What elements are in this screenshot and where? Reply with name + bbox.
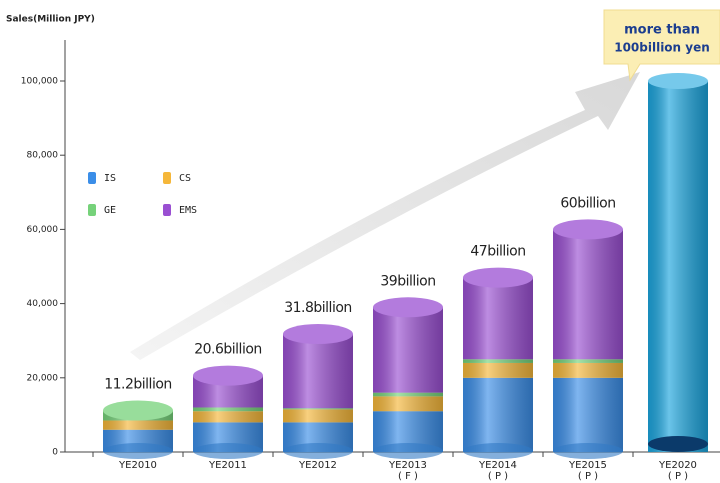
cylinder-bottom (103, 443, 173, 459)
bar-shade (463, 359, 533, 363)
x-tick-label: YE2010 (118, 460, 157, 471)
x-tick-label-line: ( P ) (488, 471, 508, 482)
callout-line: 100billion yen (614, 41, 710, 55)
bar-shade (283, 408, 353, 410)
cylinder-top (648, 73, 708, 89)
total-label: 11.2billion (104, 376, 172, 392)
total-label: 20.6billion (194, 342, 262, 358)
x-tick-label-line: YE2013 (388, 460, 427, 471)
cylinder-top (193, 365, 263, 386)
y-axis-label: Sales(Million JPY) (6, 15, 95, 25)
cylinder-bottom (648, 436, 708, 452)
cylinder-top (103, 400, 173, 421)
x-tick-label-line: ( P ) (668, 471, 688, 482)
x-tick-label-line: YE2015 (568, 460, 607, 471)
bar-shade (553, 229, 623, 360)
bar-shade (553, 377, 623, 452)
bar-shade (463, 377, 533, 452)
bar-shade (283, 334, 353, 409)
legend-label: IS (104, 173, 116, 184)
x-tick-label: YE2012 (298, 460, 337, 471)
growth-arrow (130, 72, 640, 360)
x-tick-label: YE2013( F ) (388, 460, 427, 482)
x-tick-label-line: YE2012 (298, 460, 337, 471)
x-tick-label: YE2014( P ) (478, 460, 517, 482)
total-label: 31.8billion (284, 300, 352, 316)
cylinder-top (283, 324, 353, 345)
x-tick-label: YE2011 (208, 460, 247, 471)
y-tick-label: 60,000 (27, 225, 59, 235)
total-label: 47billion (470, 244, 525, 260)
x-tick-label: YE2015( P ) (568, 460, 607, 482)
cylinder-bottom (193, 443, 263, 459)
cylinder-bottom (373, 443, 443, 459)
total-label: 60billion (560, 195, 615, 211)
y-tick-label: 0 (52, 448, 58, 458)
cylinder-top (463, 267, 533, 288)
cylinder-bottom (463, 443, 533, 459)
callout-box (603, 9, 720, 82)
total-label: 39billion (380, 273, 435, 289)
x-tick-label-line: YE2014 (478, 460, 517, 471)
legend-label: EMS (179, 205, 197, 216)
legend-label: CS (179, 173, 191, 184)
x-tick-label: YE2020( P ) (658, 460, 697, 482)
y-tick-label: 80,000 (27, 151, 59, 161)
bar-shade (648, 81, 708, 452)
legend-swatch (88, 204, 96, 216)
bar-shade (283, 409, 353, 423)
bar-shade (373, 396, 443, 412)
legend-swatch (163, 172, 171, 184)
callout-line: more than (624, 23, 700, 38)
bar-shade (103, 420, 173, 430)
callout: more than 100billion yen (603, 9, 720, 82)
x-tick-label-line: YE2011 (208, 460, 247, 471)
x-tick-label-line: YE2020 (658, 460, 697, 471)
bar-shade (373, 392, 443, 397)
cylinder-bottom (553, 443, 623, 459)
legend-swatch (88, 172, 96, 184)
legend-label: GE (104, 205, 116, 216)
bar-shade (373, 307, 443, 393)
bar-shade (553, 359, 623, 363)
y-tick-label: 40,000 (27, 299, 59, 309)
y-tick-label: 20,000 (27, 373, 59, 383)
bar-shade (463, 277, 533, 360)
y-tick-label: 100,000 (21, 77, 58, 87)
x-tick-label-line: ( P ) (578, 471, 598, 482)
cylinder-top (553, 219, 623, 240)
x-tick-label-line: ( F ) (398, 471, 418, 482)
x-tick-label-line: YE2010 (118, 460, 157, 471)
bar-shade (193, 407, 263, 412)
cylinder-bottom (283, 443, 353, 459)
bar-shade (553, 362, 623, 378)
cylinder-top (373, 297, 443, 318)
bar-shade (463, 362, 533, 378)
bar-shade (193, 411, 263, 423)
legend-swatch (163, 204, 171, 216)
